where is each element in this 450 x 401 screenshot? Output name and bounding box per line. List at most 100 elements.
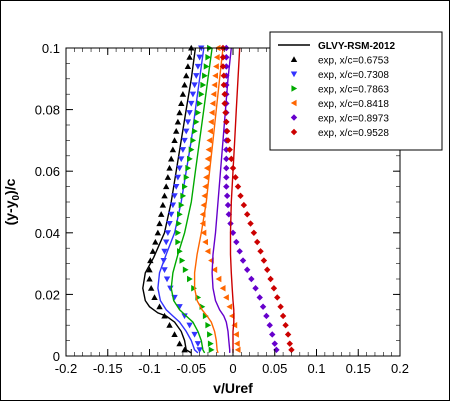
data-point — [199, 211, 206, 218]
series-3 — [170, 44, 215, 354]
data-point — [237, 192, 244, 200]
data-point — [274, 294, 281, 301]
data-point — [208, 109, 215, 116]
data-point — [188, 100, 195, 107]
y-tick-label: 0 — [53, 349, 60, 364]
data-point — [206, 137, 213, 144]
legend-box — [269, 31, 443, 151]
data-point — [243, 211, 251, 218]
data-point — [177, 248, 183, 255]
data-point — [203, 164, 210, 172]
series-1 — [142, 44, 197, 354]
data-point — [223, 118, 230, 126]
data-point — [250, 229, 258, 236]
data-point — [178, 201, 185, 209]
data-point — [259, 303, 267, 310]
series-4 — [193, 44, 241, 354]
data-point — [267, 275, 274, 283]
data-point — [220, 81, 228, 89]
data-point — [236, 248, 243, 255]
data-point — [224, 137, 232, 144]
data-point — [166, 164, 173, 171]
data-point — [183, 174, 190, 181]
data-point — [240, 201, 248, 209]
data-point — [248, 275, 255, 283]
data-point — [173, 184, 180, 190]
data-point — [224, 201, 232, 209]
data-point — [171, 331, 178, 337]
data-point — [207, 127, 214, 135]
data-point — [260, 257, 268, 264]
data-point — [269, 331, 276, 338]
data-point — [186, 54, 193, 60]
legend-marker-1 — [290, 56, 298, 63]
data-point — [233, 340, 240, 347]
data-point — [176, 109, 183, 116]
data-point — [228, 155, 235, 163]
data-point — [176, 220, 182, 227]
x-tick-label: -0.05 — [176, 361, 206, 376]
data-point — [266, 322, 273, 329]
y-tick-label: 0.06 — [35, 164, 60, 179]
legend-marker-4 — [290, 99, 297, 107]
model-line-2 — [157, 47, 205, 354]
data-point — [279, 312, 287, 320]
data-point — [176, 165, 183, 172]
data-point — [168, 211, 175, 218]
data-point — [211, 81, 218, 89]
x-tick-label: -0.15 — [93, 361, 123, 376]
data-point — [169, 202, 177, 209]
data-point — [194, 63, 202, 70]
data-point — [263, 312, 270, 320]
data-point — [159, 201, 167, 208]
data-point — [223, 155, 230, 163]
data-point — [257, 248, 264, 255]
data-point — [202, 183, 209, 190]
y-axis-title: (y-y0)/c — [2, 178, 22, 225]
data-point — [200, 81, 207, 89]
data-point — [254, 238, 261, 246]
data-point — [189, 91, 197, 98]
data-point — [187, 155, 193, 163]
legend-label-2: exp, x/c=0.7308 — [318, 70, 389, 81]
legend-label-1: exp, x/c=0.6753 — [318, 56, 389, 67]
plot-series-group — [142, 44, 295, 354]
data-point — [202, 238, 209, 246]
data-point — [166, 322, 173, 328]
x-tick-label: 0 — [229, 361, 236, 376]
data-point — [229, 164, 237, 172]
data-point — [161, 312, 168, 319]
data-point — [209, 100, 216, 107]
data-point — [181, 137, 188, 144]
data-point — [220, 72, 228, 79]
data-point — [219, 54, 227, 61]
data-point — [223, 183, 230, 190]
data-point — [184, 63, 192, 70]
series-6 — [219, 44, 295, 354]
data-point — [168, 155, 175, 162]
data-point — [149, 248, 157, 254]
data-point — [205, 146, 212, 153]
legend-marker-6 — [290, 128, 298, 136]
data-point — [192, 127, 198, 135]
data-point — [234, 183, 242, 190]
x-tick-label: 0.1 — [307, 361, 325, 376]
data-point — [184, 119, 192, 126]
data-point — [190, 137, 197, 144]
data-point — [202, 72, 208, 79]
data-point — [288, 346, 295, 354]
data-point — [186, 322, 193, 329]
data-point — [194, 341, 202, 347]
data-point — [193, 118, 200, 126]
data-point — [223, 174, 230, 181]
y-tick-label: 0.08 — [35, 103, 60, 118]
data-point — [171, 193, 178, 200]
y-tick-label: 0.02 — [35, 287, 60, 302]
data-point — [196, 347, 203, 354]
data-point — [233, 238, 240, 246]
x-tick-label: 0.05 — [262, 361, 287, 376]
data-point — [219, 63, 227, 70]
legend-label-6: exp, x/c=0.9528 — [318, 128, 389, 139]
x-tick-label: 0.2 — [391, 361, 409, 376]
